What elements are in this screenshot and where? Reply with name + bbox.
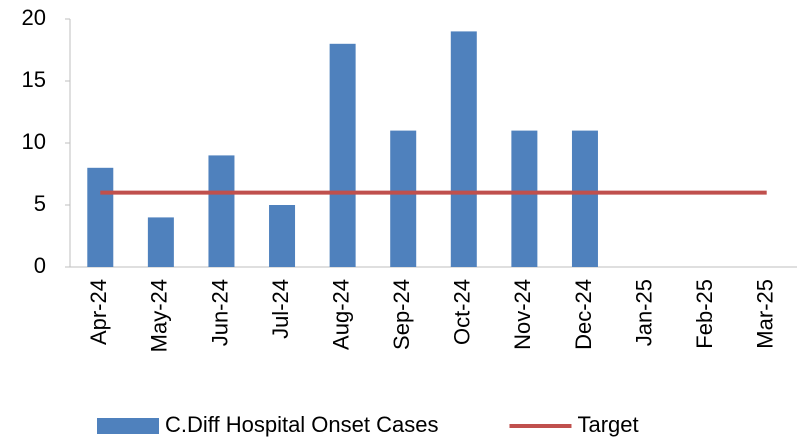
bar: [269, 205, 296, 267]
bar: [147, 217, 174, 267]
x-tick-label: Aug-24: [328, 279, 353, 350]
y-tick-label: 0: [34, 253, 46, 278]
x-tick-label: Jul-24: [268, 279, 293, 339]
y-tick-label: 5: [34, 191, 46, 216]
bar: [329, 43, 356, 267]
legend-label: C.Diff Hospital Onset Cases: [165, 412, 438, 437]
x-tick-label: Dec-24: [571, 279, 596, 350]
x-tick-label: Nov-24: [510, 279, 535, 350]
legend-swatch: [97, 418, 159, 434]
bar: [208, 155, 235, 267]
legend-label: Target: [577, 412, 638, 437]
x-tick-label: Jan-25: [631, 279, 656, 346]
x-tick-label: Jun-24: [207, 279, 232, 346]
x-tick-label: Sep-24: [389, 279, 414, 350]
y-tick-label: 15: [22, 67, 46, 92]
bar: [390, 130, 417, 267]
bar: [450, 31, 477, 268]
y-tick-label: 10: [22, 129, 46, 154]
x-tick-label: Feb-25: [692, 279, 717, 349]
bar: [87, 167, 114, 267]
x-tick-label: May-24: [147, 279, 172, 352]
bar: [511, 130, 538, 267]
x-tick-label: Mar-25: [753, 279, 778, 349]
y-tick-label: 20: [22, 5, 46, 30]
x-tick-label: Apr-24: [86, 279, 111, 345]
x-tick-label: Oct-24: [450, 279, 475, 345]
bar: [571, 130, 598, 267]
